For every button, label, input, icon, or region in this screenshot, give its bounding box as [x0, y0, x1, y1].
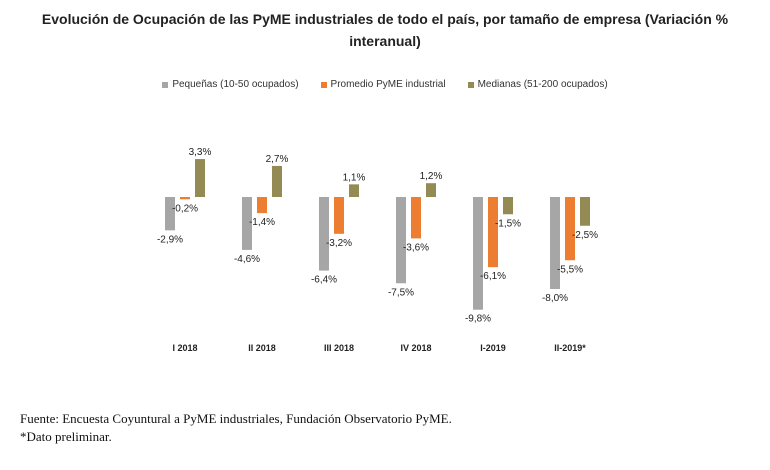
legend-item-medianas: Medianas (51-200 ocupados) [467, 79, 608, 90]
legend-swatch-pequenas [162, 81, 169, 88]
bar-series-2-cat-0 [195, 159, 205, 197]
value-label-series-1-cat-4: -6,1% [480, 271, 506, 282]
value-label-series-2-cat-2: 1,1% [343, 172, 366, 183]
legend-label-promedio: Promedio PyME industrial [330, 79, 446, 90]
bar-series-0-cat-1 [242, 197, 252, 250]
value-label-series-1-cat-1: -1,4% [249, 217, 275, 228]
bar-chart: -2,9% -0,2% 3,3% I 2018 -4,6% -1,4% 2,7% II 201… [157, 147, 598, 353]
value-label-series-2-cat-3: 1,2% [420, 171, 443, 182]
bar-series-0-cat-5 [550, 197, 560, 289]
value-label-series-1-cat-3: -3,6% [403, 242, 429, 253]
chart-title: Evolución de Ocupación de las PyME indus… [0, 8, 770, 52]
bar-series-1-cat-5 [565, 197, 575, 261]
legend-label-pequenas: Pequeñas (10-50 ocupados) [172, 79, 299, 90]
value-label-series-2-cat-4: -1,5% [495, 218, 521, 229]
bar-series-0-cat-0 [165, 197, 175, 231]
value-label-series-0-cat-3: -7,5% [388, 287, 414, 298]
value-label-series-1-cat-2: -3,2% [326, 238, 352, 249]
chart-title-line-2: interanual) [349, 33, 421, 49]
bar-series-1-cat-3 [411, 197, 421, 239]
category-label-1: II 2018 [248, 343, 276, 353]
bar-series-0-cat-2 [319, 197, 329, 271]
bar-series-1-cat-0 [180, 197, 190, 200]
bar-series-2-cat-4 [503, 197, 513, 215]
bar-series-0-cat-3 [396, 197, 406, 284]
chart-title-line-1: Evolución de Ocupación de las PyME indus… [41, 11, 729, 27]
legend-swatch-medianas [467, 81, 474, 88]
bar-series-1-cat-1 [257, 197, 267, 214]
category-label-5: II-2019* [554, 343, 586, 353]
bar-series-2-cat-1 [272, 165, 282, 197]
bar-series-2-cat-5 [580, 197, 590, 226]
chart-footer: Fuente: Encuesta Coyuntural a PyME indus… [20, 410, 452, 446]
legend-label-medianas: Medianas (51-200 ocupados) [477, 79, 608, 90]
value-label-series-0-cat-1: -4,6% [234, 254, 260, 265]
category-label-2: III 2018 [324, 343, 354, 353]
bar-series-1-cat-2 [334, 197, 344, 234]
preliminary-note: *Dato preliminar. [20, 429, 112, 444]
category-label-4: I-2019 [480, 343, 506, 353]
value-label-series-1-cat-0: -0,2% [172, 203, 198, 214]
bar-series-0-cat-4 [473, 197, 483, 310]
legend-item-pequenas: Pequeñas (10-50 ocupados) [162, 79, 299, 90]
category-label-3: IV 2018 [400, 343, 431, 353]
value-label-series-0-cat-0: -2,9% [157, 234, 183, 245]
value-label-series-2-cat-0: 3,3% [189, 147, 212, 158]
bar-series-1-cat-4 [488, 197, 498, 268]
bar-series-2-cat-3 [426, 183, 436, 197]
value-label-series-2-cat-5: -2,5% [572, 230, 598, 241]
value-label-series-2-cat-1: 2,7% [266, 154, 289, 165]
legend-swatch-promedio [320, 81, 327, 88]
bar-series-2-cat-2 [349, 184, 359, 197]
category-label-0: I 2018 [172, 343, 197, 353]
value-label-series-0-cat-4: -9,8% [465, 314, 491, 325]
value-label-series-0-cat-2: -6,4% [311, 275, 337, 286]
value-label-series-1-cat-5: -5,5% [557, 264, 583, 275]
source-note: Fuente: Encuesta Coyuntural a PyME indus… [20, 411, 452, 426]
chart-legend: Pequeñas (10-50 ocupados) Promedio PyME … [0, 79, 770, 90]
legend-item-promedio: Promedio PyME industrial [320, 79, 446, 90]
value-label-series-0-cat-5: -8,0% [542, 293, 568, 304]
